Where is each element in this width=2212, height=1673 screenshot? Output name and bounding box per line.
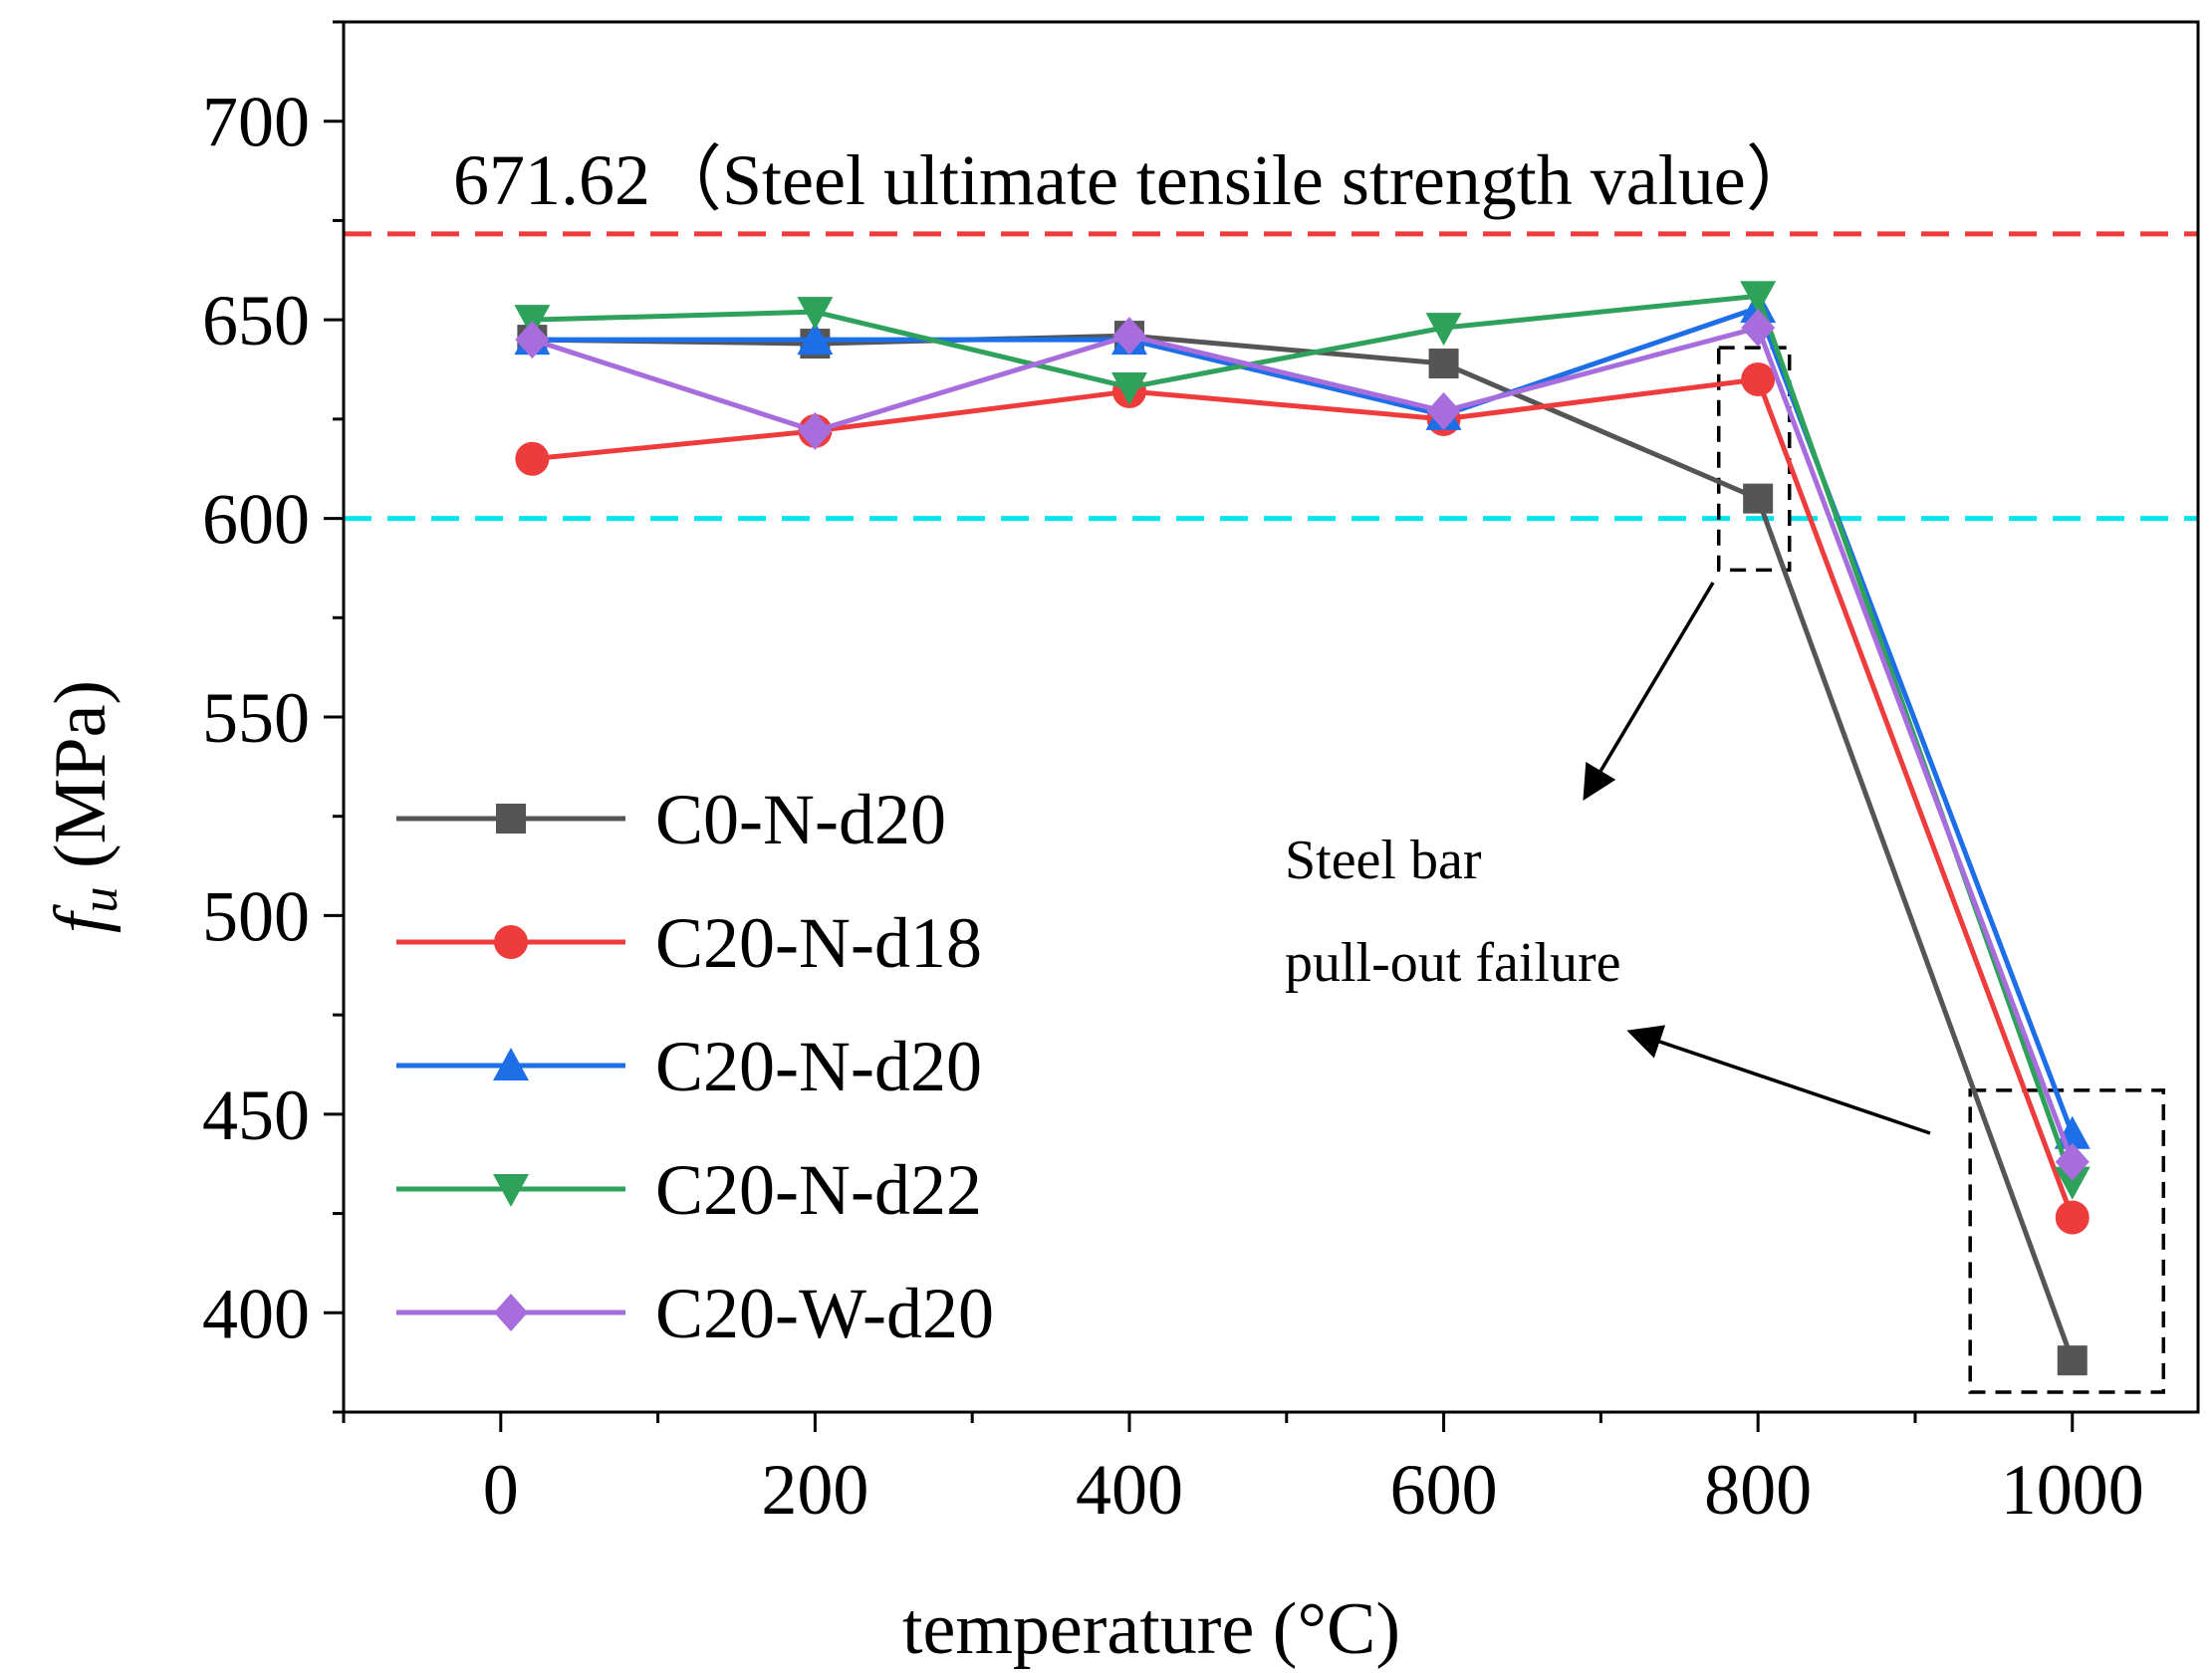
y-tick-label: 550 xyxy=(202,678,310,758)
data-point-C20-W-d20-600 xyxy=(1426,391,1461,430)
legend-item-C20-N-d18: C20-N-d18 xyxy=(396,903,982,983)
data-point-C20-W-d20-1000 xyxy=(2055,1142,2089,1181)
legend-item-C20-W-d20: C20-W-d20 xyxy=(396,1274,994,1353)
annotation: Steel bar pull-out failure xyxy=(1285,582,1931,1135)
reference-line-label: 671.62（Steel ultimate tensile strength v… xyxy=(453,140,1818,220)
series-line-C20-N-d18 xyxy=(532,376,2076,1219)
data-point-C20-W-d20-200 xyxy=(798,411,833,450)
data-point-C20-N-d22-1000 xyxy=(2054,1166,2090,1200)
x-tick-label: 1000 xyxy=(2001,1450,2144,1530)
x-tick-label: 0 xyxy=(483,1450,519,1530)
reference-lines xyxy=(344,231,2198,522)
data-point-C20-N-d18-800 xyxy=(1741,361,1776,396)
x-axis-title: temperature (°C) xyxy=(902,1588,1400,1670)
x-tick-label: 400 xyxy=(1076,1450,1183,1530)
series-C20-W-d20 xyxy=(515,309,2089,1181)
legend-item-C20-N-d20: C20-N-d20 xyxy=(396,1027,982,1106)
series-line-C20-N-d22 xyxy=(532,293,2076,1183)
legend-item-C20-N-d22: C20-N-d22 xyxy=(396,1150,982,1230)
data-point-C0-N-d20-1000 xyxy=(2057,1345,2088,1376)
legend-item-C0-N-d20: C0-N-d20 xyxy=(396,780,946,859)
data-point-C20-N-d20-200 xyxy=(797,322,834,356)
data-point-C20-N-d18-1000 xyxy=(2055,1200,2089,1235)
data-point-C20-W-d20-800 xyxy=(1741,309,1776,348)
annotation-text-line-1: Steel bar xyxy=(1285,830,1482,891)
data-point-C20-N-d18-20 xyxy=(515,441,550,476)
legend-marker xyxy=(496,804,526,834)
x-axis-ticks: 0 200 400 600 800 1000 xyxy=(342,1412,2144,1530)
series-line-C0-N-d20 xyxy=(532,333,2076,1362)
legend-marker xyxy=(494,925,528,959)
annotation-arrow-1 xyxy=(1583,582,1715,802)
y-tick-label: 650 xyxy=(202,281,310,360)
x-tick-label: 600 xyxy=(1390,1450,1498,1530)
legend-label: C20-N-d18 xyxy=(655,903,982,983)
plot-frame xyxy=(342,20,2200,1414)
legend-marker xyxy=(493,1048,529,1080)
y-axis-ticks: 400 450 500 550 600 650 700 xyxy=(202,20,344,1414)
x-tick-label: 800 xyxy=(1704,1450,1812,1530)
y-tick-label: 400 xyxy=(202,1274,310,1353)
legend: C0-N-d20 C20-N-d18 C20-N-d20 C20-N-d22 C20-W… xyxy=(396,780,994,1353)
series-C20-N-d22 xyxy=(514,281,2090,1200)
data-point-C20-W-d20-400 xyxy=(1111,317,1146,356)
legend-label: C20-W-d20 xyxy=(655,1274,994,1353)
y-tick-label: 700 xyxy=(202,83,310,162)
y-axis-unit: (MPa) xyxy=(40,680,122,887)
legend-label: C20-N-d22 xyxy=(655,1150,982,1230)
y-axis-subscript: u xyxy=(72,887,128,913)
legend-label: C0-N-d20 xyxy=(655,780,946,859)
series-C20-N-d20 xyxy=(514,290,2090,1149)
data-point-C20-N-d22-400 xyxy=(1110,371,1147,405)
y-tick-label: 500 xyxy=(202,876,310,956)
legend-marker xyxy=(494,1294,528,1331)
x-tick-label: 200 xyxy=(761,1450,868,1530)
y-tick-label: 450 xyxy=(202,1076,310,1155)
data-point-C0-N-d20-600 xyxy=(1428,349,1459,379)
legend-marker xyxy=(493,1174,529,1207)
data-point-C20-N-d22-800 xyxy=(1740,281,1777,315)
data-point-C20-N-d22-600 xyxy=(1425,313,1462,347)
annotation-arrow-2 xyxy=(1626,1025,1931,1135)
y-axis-title: fu (MPa) xyxy=(40,680,128,933)
annotation-box-2 xyxy=(1968,1088,2166,1394)
data-point-C20-W-d20-20 xyxy=(515,321,550,359)
y-tick-label: 600 xyxy=(202,480,310,560)
annotation-text-line-2: pull-out failure xyxy=(1285,932,1620,994)
data-point-C20-N-d22-200 xyxy=(797,297,834,331)
series-group xyxy=(514,281,2090,1376)
legend-label: C20-N-d20 xyxy=(655,1027,982,1106)
data-point-C0-N-d20-800 xyxy=(1743,483,1774,514)
series-line-C20-W-d20 xyxy=(531,325,2076,1163)
